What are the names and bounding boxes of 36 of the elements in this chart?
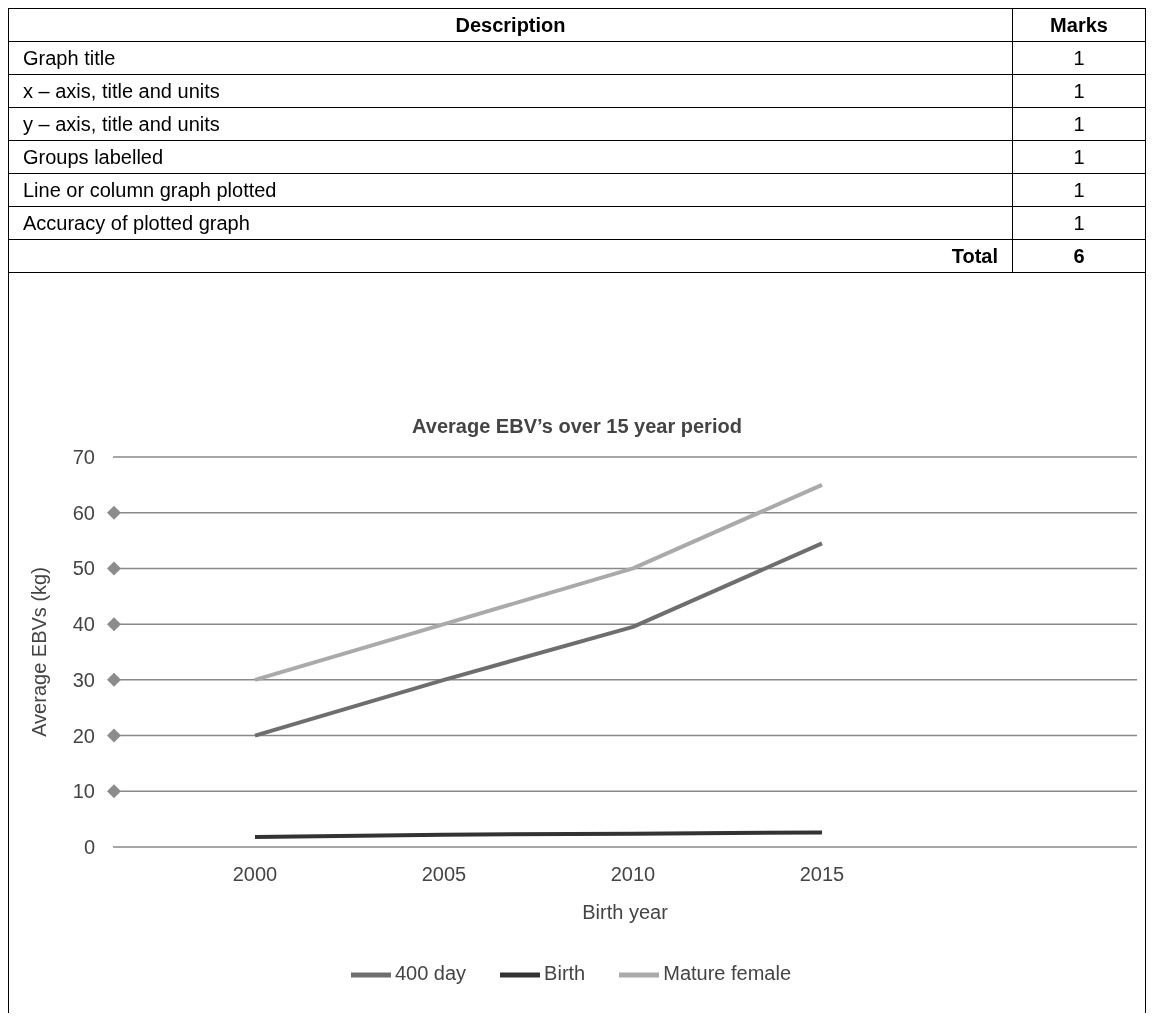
y-tick-label: 30	[72, 668, 95, 691]
legend-label: Birth	[544, 962, 586, 985]
y-tick-label: 50	[72, 557, 95, 580]
chart-title: Average EBV’s over 15 year period	[411, 415, 743, 438]
text: Accuracy of plotted graph	[8, 206, 1013, 240]
x-tick-label: 2010	[610, 863, 656, 886]
x-tick-label: 2015	[799, 863, 845, 886]
text: Graph title	[8, 41, 1013, 75]
x-tick-label: 2000	[232, 863, 278, 886]
text: 6	[1012, 239, 1146, 273]
y-tick-label: 70	[72, 446, 95, 468]
line-series	[253, 482, 824, 682]
y-tick-label: 0	[83, 836, 95, 858]
text: y – axis, title and units	[8, 107, 1013, 141]
text: Groups labelled	[8, 140, 1013, 174]
text: 1	[1012, 74, 1146, 108]
y-tick-label: 10	[72, 780, 95, 803]
text: 1	[1012, 41, 1146, 75]
y-tick-label: 20	[72, 724, 95, 747]
legend-label: Mature female	[663, 962, 792, 985]
text: Total	[8, 239, 1013, 273]
text: Description	[8, 8, 1013, 42]
text: 1	[1012, 107, 1146, 141]
y-axis-title: Average EBVs (kg)	[28, 567, 51, 737]
text: 1	[1012, 206, 1146, 240]
text: 1	[1012, 140, 1146, 174]
x-axis-title: Birth year	[582, 901, 669, 923]
text: Marks	[1012, 8, 1146, 42]
y-tick-label: 60	[72, 501, 95, 524]
x-tick-label: 2005	[421, 863, 467, 886]
text: 1	[1012, 173, 1146, 207]
text: x – axis, title and units	[8, 74, 1013, 108]
line-series	[253, 541, 824, 738]
legend-label: 400 day	[394, 962, 467, 985]
text: Line or column graph plotted	[8, 173, 1013, 207]
y-tick-label: 40	[72, 613, 95, 636]
